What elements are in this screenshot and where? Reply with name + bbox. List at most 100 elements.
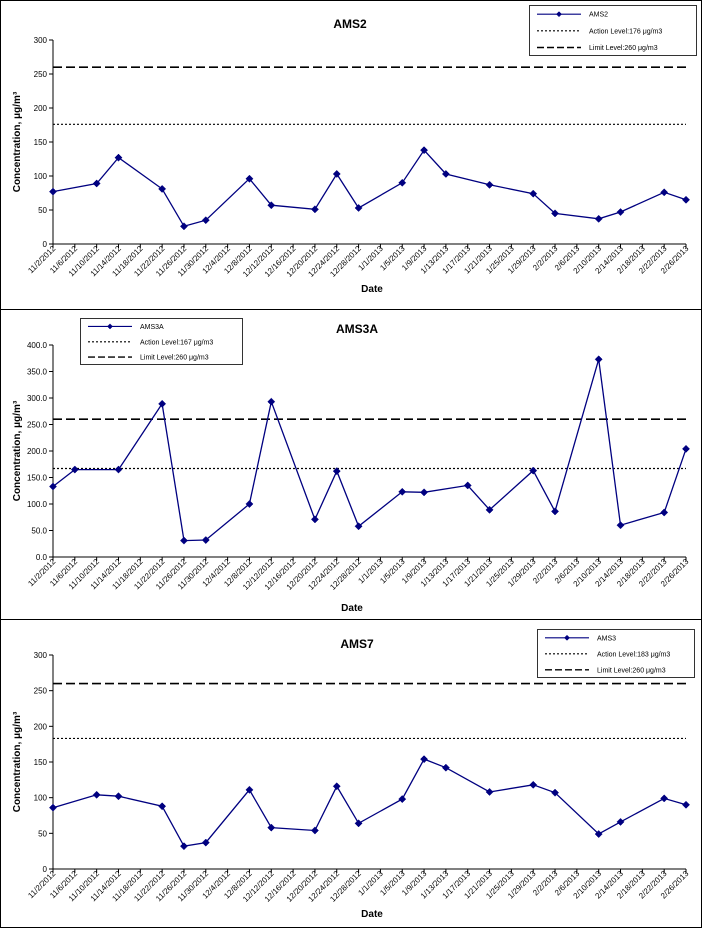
legend: AMS3 Action Level:183 μg/m3 Limit Level:26… xyxy=(537,629,695,678)
data-point xyxy=(180,222,188,231)
data-point xyxy=(463,481,472,490)
data-point xyxy=(660,188,669,197)
data-point xyxy=(332,467,341,476)
chart-title: AMS7 xyxy=(340,637,374,651)
legend-series-marker xyxy=(556,11,562,18)
data-point xyxy=(594,830,603,839)
data-point xyxy=(529,780,538,789)
legend-label: AMS3A xyxy=(140,324,164,331)
data-point xyxy=(70,465,79,474)
y-tick-label: 300.0 xyxy=(27,394,48,403)
data-point xyxy=(398,487,407,496)
legend-label: Limit Level:260 μg/m3 xyxy=(140,355,209,362)
data-point xyxy=(245,500,254,508)
x-axis-title: Date xyxy=(361,284,383,295)
data-point xyxy=(114,153,123,162)
data-point xyxy=(180,536,188,545)
legend-label: Action Level:167 μg/m3 xyxy=(140,339,213,346)
data-point xyxy=(180,842,188,851)
data-point xyxy=(245,174,254,183)
data-point xyxy=(485,180,494,189)
data-point xyxy=(485,788,494,796)
data-point xyxy=(114,465,123,474)
data-point xyxy=(529,189,538,198)
y-tick-label: 100.0 xyxy=(27,500,48,509)
legend-label: AMS3 xyxy=(597,635,616,642)
data-point xyxy=(158,184,167,193)
y-tick-label: 50 xyxy=(38,829,47,838)
y-axis-title: Concentration, μg/m³ xyxy=(12,91,23,192)
chart-title: AMS3A xyxy=(336,322,378,336)
data-point xyxy=(332,782,341,791)
y-tick-label: 0 xyxy=(43,865,48,874)
data-point xyxy=(594,214,603,223)
data-point xyxy=(420,146,429,155)
y-tick-label: 200 xyxy=(34,722,48,731)
data-point xyxy=(660,794,669,803)
data-point xyxy=(158,802,167,811)
x-axis-title: Date xyxy=(361,909,383,920)
y-tick-label: 150 xyxy=(34,138,48,147)
data-point xyxy=(551,209,559,218)
data-point xyxy=(92,179,101,188)
data-point xyxy=(201,536,210,544)
y-tick-label: 150.0 xyxy=(27,474,48,483)
y-tick-label: 0 xyxy=(43,240,48,249)
data-point xyxy=(158,399,167,408)
legend-label: Limit Level:260 μg/m3 xyxy=(589,45,658,52)
data-point xyxy=(332,170,341,178)
y-tick-label: 0.0 xyxy=(36,553,48,562)
data-point xyxy=(682,800,690,809)
legend-series-marker xyxy=(564,634,570,641)
data-point xyxy=(594,355,603,364)
data-point xyxy=(49,482,57,491)
data-point xyxy=(354,204,363,212)
data-point xyxy=(49,803,57,812)
y-tick-label: 100 xyxy=(34,172,48,181)
chart-ams2: AMS205010015020025030011/2/201211/6/2012… xyxy=(0,0,702,310)
data-point xyxy=(267,201,276,210)
data-point xyxy=(267,397,276,406)
data-point xyxy=(660,508,669,517)
data-point xyxy=(201,838,210,847)
legend-label: Action Level:183 μg/m3 xyxy=(597,651,670,658)
y-tick-label: 200 xyxy=(34,104,48,113)
y-tick-label: 250 xyxy=(34,70,48,79)
data-point xyxy=(354,522,363,531)
data-point xyxy=(267,823,276,832)
data-point xyxy=(420,755,429,764)
y-tick-label: 150 xyxy=(34,758,48,767)
data-point xyxy=(114,792,123,801)
y-tick-label: 400.0 xyxy=(27,341,48,350)
chart-title: AMS2 xyxy=(333,17,367,31)
legend-series-marker xyxy=(107,323,113,330)
y-tick-label: 250.0 xyxy=(27,421,48,430)
data-point xyxy=(441,763,450,772)
x-axis-title: Date xyxy=(341,603,363,614)
legend-label: AMS2 xyxy=(589,12,608,19)
y-tick-label: 300 xyxy=(34,651,48,660)
y-axis-title: Concentration, μg/m³ xyxy=(12,711,23,812)
legend: AMS2 Action Level:176 μg/m3 Limit Level:26… xyxy=(529,5,697,56)
data-point xyxy=(441,170,450,178)
chart-ams3a: AMS3A 0.0 50.0 100.0 150.0 200.0 250.0 300.0 350… xyxy=(0,309,702,620)
data-point xyxy=(616,521,625,530)
data-point xyxy=(354,819,363,828)
data-point xyxy=(529,466,538,475)
data-point xyxy=(616,817,625,826)
y-tick-label: 200.0 xyxy=(27,447,48,456)
data-point xyxy=(310,515,319,524)
data-point xyxy=(551,507,559,516)
y-tick-label: 50.0 xyxy=(31,527,47,536)
data-point xyxy=(201,216,210,225)
legend-label: Limit Level:260 μg/m3 xyxy=(597,667,666,674)
data-point xyxy=(682,444,690,453)
data-point xyxy=(310,826,319,835)
legend-label: Action Level:176 μg/m3 xyxy=(589,28,662,35)
chart-ams7: AMS705010015020025030011/2/201211/6/2012… xyxy=(0,619,702,928)
data-point xyxy=(310,205,319,214)
data-point xyxy=(245,785,254,794)
data-point xyxy=(398,795,407,804)
